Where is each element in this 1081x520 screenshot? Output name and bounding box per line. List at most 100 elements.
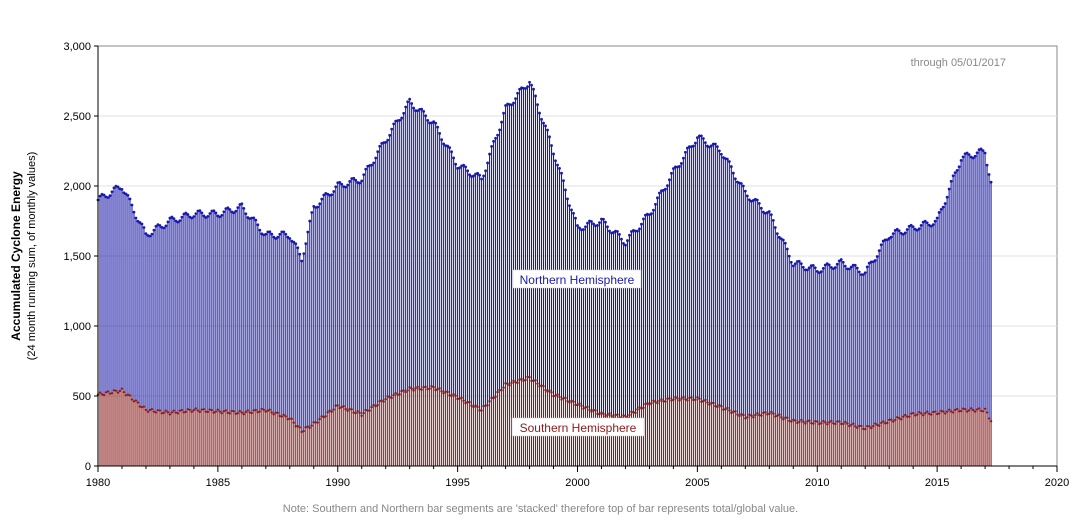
north-bar bbox=[205, 217, 207, 412]
north-bar bbox=[584, 226, 587, 408]
south-bar bbox=[836, 421, 838, 466]
y-axis-title-main: Accumulated Cyclone Energy bbox=[9, 171, 23, 341]
north-point bbox=[755, 198, 759, 202]
south-bar bbox=[107, 391, 109, 466]
south-bar bbox=[199, 411, 201, 466]
north-point bbox=[975, 151, 979, 155]
south-point bbox=[260, 407, 264, 411]
south-point bbox=[128, 394, 132, 397]
north-point bbox=[386, 138, 390, 142]
north-point bbox=[316, 205, 320, 209]
north-point bbox=[550, 144, 553, 147]
north-bar bbox=[982, 150, 984, 412]
south-bar bbox=[471, 405, 473, 466]
north-point bbox=[887, 237, 891, 240]
south-bar bbox=[612, 417, 615, 466]
south-point bbox=[634, 411, 637, 415]
north-bar bbox=[475, 173, 477, 406]
north-bar bbox=[684, 152, 686, 400]
south-point bbox=[726, 406, 729, 410]
north-bar bbox=[822, 268, 824, 421]
north-point bbox=[292, 240, 296, 244]
x-tick-label: 1985 bbox=[206, 477, 230, 489]
north-point bbox=[214, 211, 218, 215]
north-bar bbox=[800, 263, 802, 420]
south-point bbox=[442, 392, 445, 395]
y-tick-label: 500 bbox=[73, 391, 91, 403]
north-point bbox=[909, 223, 913, 227]
north-bar bbox=[608, 231, 611, 414]
south-bar bbox=[974, 411, 976, 466]
south-point bbox=[598, 413, 601, 416]
north-point bbox=[943, 202, 947, 205]
north-bar bbox=[610, 232, 613, 416]
south-point bbox=[434, 388, 437, 392]
north-point bbox=[773, 226, 777, 229]
south-bar bbox=[630, 411, 632, 466]
north-point bbox=[679, 162, 683, 165]
south-bar bbox=[205, 411, 207, 466]
southern-label: Southern Hemisphere bbox=[520, 421, 637, 435]
south-bar bbox=[906, 416, 908, 466]
north-bar bbox=[281, 231, 283, 417]
north-bar bbox=[197, 211, 199, 411]
north-point bbox=[130, 203, 134, 207]
north-bar bbox=[497, 135, 499, 393]
north-bar bbox=[986, 165, 988, 413]
south-point bbox=[895, 416, 899, 419]
south-bar bbox=[664, 401, 666, 466]
south-point bbox=[921, 414, 925, 417]
north-point bbox=[981, 149, 985, 153]
north-bar bbox=[501, 122, 503, 391]
north-bar bbox=[990, 182, 992, 422]
north-bar bbox=[532, 89, 535, 381]
south-bar bbox=[121, 388, 123, 466]
north-bar bbox=[179, 220, 181, 411]
north-bar bbox=[678, 166, 680, 401]
south-bar bbox=[359, 412, 361, 466]
south-bar bbox=[642, 407, 644, 466]
north-bar bbox=[171, 217, 173, 413]
south-point bbox=[935, 412, 939, 416]
south-point bbox=[532, 379, 535, 382]
south-bar bbox=[674, 397, 676, 466]
north-bar bbox=[742, 186, 744, 416]
north-bar bbox=[399, 120, 401, 395]
south-point bbox=[256, 411, 260, 414]
north-bar bbox=[371, 165, 373, 408]
south-point bbox=[949, 410, 953, 413]
south-bar bbox=[427, 389, 429, 466]
north-bar bbox=[481, 179, 483, 411]
north-point bbox=[184, 211, 188, 215]
north-bar bbox=[203, 215, 205, 410]
north-bar bbox=[590, 221, 593, 412]
north-point bbox=[829, 265, 833, 269]
south-bar bbox=[487, 405, 489, 466]
south-bar bbox=[962, 408, 964, 466]
north-bar bbox=[287, 237, 289, 420]
south-bar bbox=[317, 422, 319, 466]
north-bar bbox=[706, 146, 708, 403]
north-point bbox=[654, 202, 657, 206]
south-bar bbox=[822, 420, 824, 466]
x-tick-label: 1995 bbox=[445, 477, 469, 489]
north-bar bbox=[848, 268, 850, 427]
north-point bbox=[741, 184, 745, 188]
south-bar bbox=[117, 392, 119, 466]
north-bar bbox=[335, 186, 337, 406]
south-point bbox=[296, 425, 299, 428]
south-point bbox=[842, 422, 845, 426]
north-point bbox=[895, 227, 899, 231]
south-bar bbox=[966, 411, 968, 466]
south-bar bbox=[313, 422, 315, 466]
south-bar bbox=[942, 411, 944, 466]
south-point bbox=[342, 405, 345, 408]
south-bar bbox=[794, 420, 796, 466]
south-point bbox=[152, 410, 156, 413]
north-point bbox=[150, 232, 154, 236]
north-bar bbox=[664, 189, 666, 402]
south-bar bbox=[840, 423, 842, 466]
north-point bbox=[404, 105, 408, 109]
south-bar bbox=[784, 417, 786, 466]
